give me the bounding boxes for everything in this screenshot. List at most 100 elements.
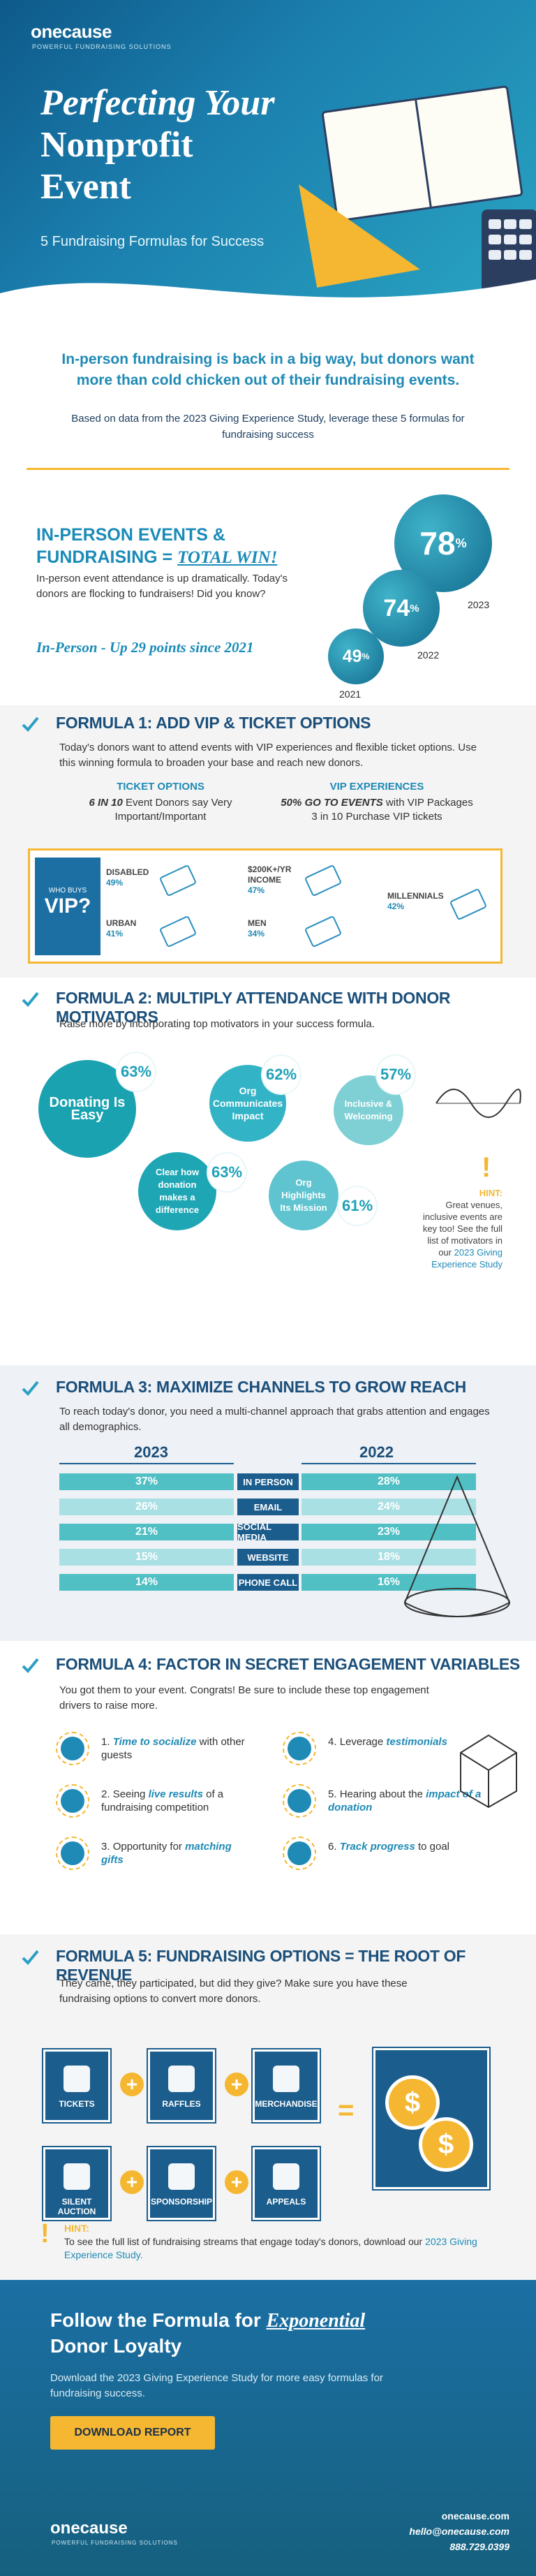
driver-num: 3. — [101, 1841, 110, 1853]
hero-title-line2: Nonprofit — [40, 125, 193, 165]
vip-cat-name: URBAN — [106, 918, 137, 928]
channel-value-2022: 28% — [302, 1473, 476, 1490]
who-buys-vip-box — [28, 848, 502, 964]
stat-unit-2022: % — [410, 602, 419, 614]
channel-value-2023: 26% — [59, 1499, 234, 1515]
plus-icon: + — [120, 2170, 144, 2194]
formula2-title: FORMULA 2: MULTIPLY ATTENDANCE WITH DONO… — [56, 989, 451, 1026]
hint-link[interactable]: 2023 Giving Experience Study. — [64, 2236, 477, 2260]
option-sponsorship: SPONSORSHIP — [148, 2147, 215, 2220]
hero-title-line3: Event — [40, 167, 131, 207]
formula3-section: FORMULA 3: MAXIMIZE CHANNELS TO GROW REA… — [0, 1365, 536, 1641]
motivator-label: Org Highlights Its Mission — [280, 1177, 327, 1213]
footer-phone: 888.729.0399 — [449, 2541, 509, 2552]
stat-unit-2023: % — [455, 536, 467, 550]
revenue-tile: $ $ — [373, 2048, 489, 2189]
who-buys-vip-label: WHO BUYS VIP? — [35, 858, 100, 955]
driver-pre: Hearing about the — [339, 1788, 426, 1800]
vip-cat-value: 47% — [248, 885, 265, 895]
driver-3: 3. Opportunity for matching gifts — [101, 1840, 255, 1867]
formula1-desc: Today's donors want to attend events wit… — [59, 742, 477, 769]
motivator-value: 63% — [208, 1154, 246, 1191]
motivator-highlights-mission: Org Highlights Its Mission — [269, 1161, 338, 1230]
hint-link[interactable]: 2023 Giving Experience Study — [431, 1247, 502, 1269]
hero-section: onecause POWERFUL FUNDRAISING SOLUTIONS … — [0, 0, 536, 328]
option-merchandise: MERCHANDISE — [253, 2049, 320, 2122]
driver-num: 2. — [101, 1788, 110, 1800]
vip-experiences-desc: with VIP Packages — [382, 797, 473, 809]
channel-label: PHONE CALL — [237, 1574, 299, 1591]
motivator-label: Donating Is Easy — [49, 1095, 126, 1123]
hint-icon: ! — [482, 1152, 491, 1183]
hero-subtitle: 5 Fundraising Formulas for Success — [40, 234, 265, 249]
driver-pre: Seeing — [112, 1788, 149, 1800]
vip-cat-disabled: DISABLED 49% — [106, 867, 149, 888]
formula4-desc: You got them to your event. Congrats! Be… — [59, 1684, 429, 1712]
motivator-label: Inclusive & Welcoming — [344, 1098, 393, 1121]
vip-cat-name: MILLENNIALS — [387, 891, 444, 901]
driver-post: with other guests — [101, 1736, 245, 1761]
download-report-button[interactable]: DOWNLOAD REPORT — [50, 2416, 215, 2450]
gavel-icon — [64, 2163, 90, 2190]
vip-cat-name: DISABLED — [106, 867, 149, 877]
formula3-desc: To reach today's donor, you need a multi… — [59, 1406, 490, 1433]
channel-label: SOCIAL MEDIA — [237, 1522, 299, 1543]
option-label: MERCHANDISE — [255, 2099, 318, 2109]
brand-logo: onecause — [31, 21, 112, 42]
vip-experiences-text: 50% GO TO EVENTS with VIP Packages 3 in … — [265, 796, 489, 824]
stats-title-win: TOTAL WIN! — [177, 548, 278, 567]
formula2-hint: HINT: Great venues, inclusive events are… — [412, 1187, 502, 1270]
cube-doodle — [460, 1734, 517, 1809]
stat-year-2022: 2022 — [417, 649, 440, 661]
vip-cat-millennials: MILLENNIALS 42% — [387, 891, 444, 912]
stat-bubble-2021: 49% — [328, 628, 384, 684]
footer-website-link[interactable]: onecause.com — [441, 2510, 509, 2522]
vip-experiences-stat: 50% GO TO EVENTS — [281, 797, 383, 809]
brand-tagline: POWERFUL FUNDRAISING SOLUTIONS — [32, 43, 172, 50]
plus-icon: + — [225, 2073, 248, 2096]
intro-lead: In-person fundraising is back in a big w… — [61, 351, 475, 388]
raffle-wheel-icon — [168, 2066, 195, 2092]
hint-body: To see the full list of fundraising stre… — [64, 2236, 423, 2247]
formula2-desc: Raise more by incorporating top motivato… — [59, 1018, 375, 1030]
channel-label: EMAIL — [237, 1499, 299, 1515]
shirt-icon — [273, 2066, 299, 2092]
footer-brand-tagline: POWERFUL FUNDRAISING SOLUTIONS — [52, 2540, 178, 2546]
check-icon — [22, 992, 39, 1007]
check-icon — [22, 1950, 39, 1965]
stat-value-2021: 49 — [342, 646, 362, 666]
driver-post: of a fundraising competition — [101, 1788, 224, 1813]
driver-post: to goal — [415, 1841, 450, 1853]
attendance-stats-section: IN-PERSON EVENTS & FUNDRAISING = TOTAL W… — [0, 482, 536, 705]
driver-pre: Opportunity for — [112, 1841, 186, 1853]
channel-value-2023: 21% — [59, 1524, 234, 1540]
intro-body: Based on data from the 2023 Giving Exper… — [71, 413, 465, 441]
megaphone-icon — [283, 1732, 316, 1765]
stat-year-2023: 2023 — [468, 599, 490, 610]
vip-label-small: WHO BUYS — [48, 887, 87, 895]
option-label: APPEALS — [266, 2197, 306, 2207]
vip-experiences-heading: VIP EXPERIENCES — [329, 781, 424, 793]
stat-value-2023: 78 — [419, 525, 456, 561]
option-silent-auction: SILENT AUCTION — [43, 2147, 110, 2220]
vip-cat-value: 41% — [106, 929, 124, 939]
vip-purchase-text: 3 in 10 Purchase VIP tickets — [311, 811, 442, 823]
stats-title: IN-PERSON EVENTS & FUNDRAISING = TOTAL W… — [36, 524, 277, 569]
motivator-value: 57% — [377, 1056, 415, 1094]
vip-cat-income: $200K+/YR INCOME 47% — [248, 864, 311, 896]
motivator-value: 62% — [262, 1056, 300, 1094]
ticket-icon — [64, 2066, 90, 2092]
ticket-options-desc: Event Donors say Very Important/Importan… — [114, 797, 232, 823]
hero-title: Perfecting Your Nonprofit Event — [40, 82, 275, 208]
footer-title: Follow the Formula for Exponential Donor… — [50, 2308, 365, 2359]
stats-highlight: In-Person - Up 29 points since 2021 — [36, 639, 254, 656]
driver-emphasis: testimonials — [386, 1736, 447, 1748]
formula1-section: FORMULA 1: ADD VIP & TICKET OPTIONS Toda… — [0, 705, 536, 978]
option-label: SPONSORSHIP — [150, 2197, 213, 2207]
driver-6: 6. Track progress to goal — [328, 1840, 468, 1853]
footer-email-link[interactable]: hello@onecause.com — [409, 2526, 509, 2537]
vip-cat-name: $200K+/YR INCOME — [248, 864, 292, 885]
driver-emphasis: Time to socialize — [112, 1736, 197, 1748]
vip-cat-value: 49% — [106, 878, 124, 888]
vip-label-big: VIP? — [44, 895, 91, 918]
